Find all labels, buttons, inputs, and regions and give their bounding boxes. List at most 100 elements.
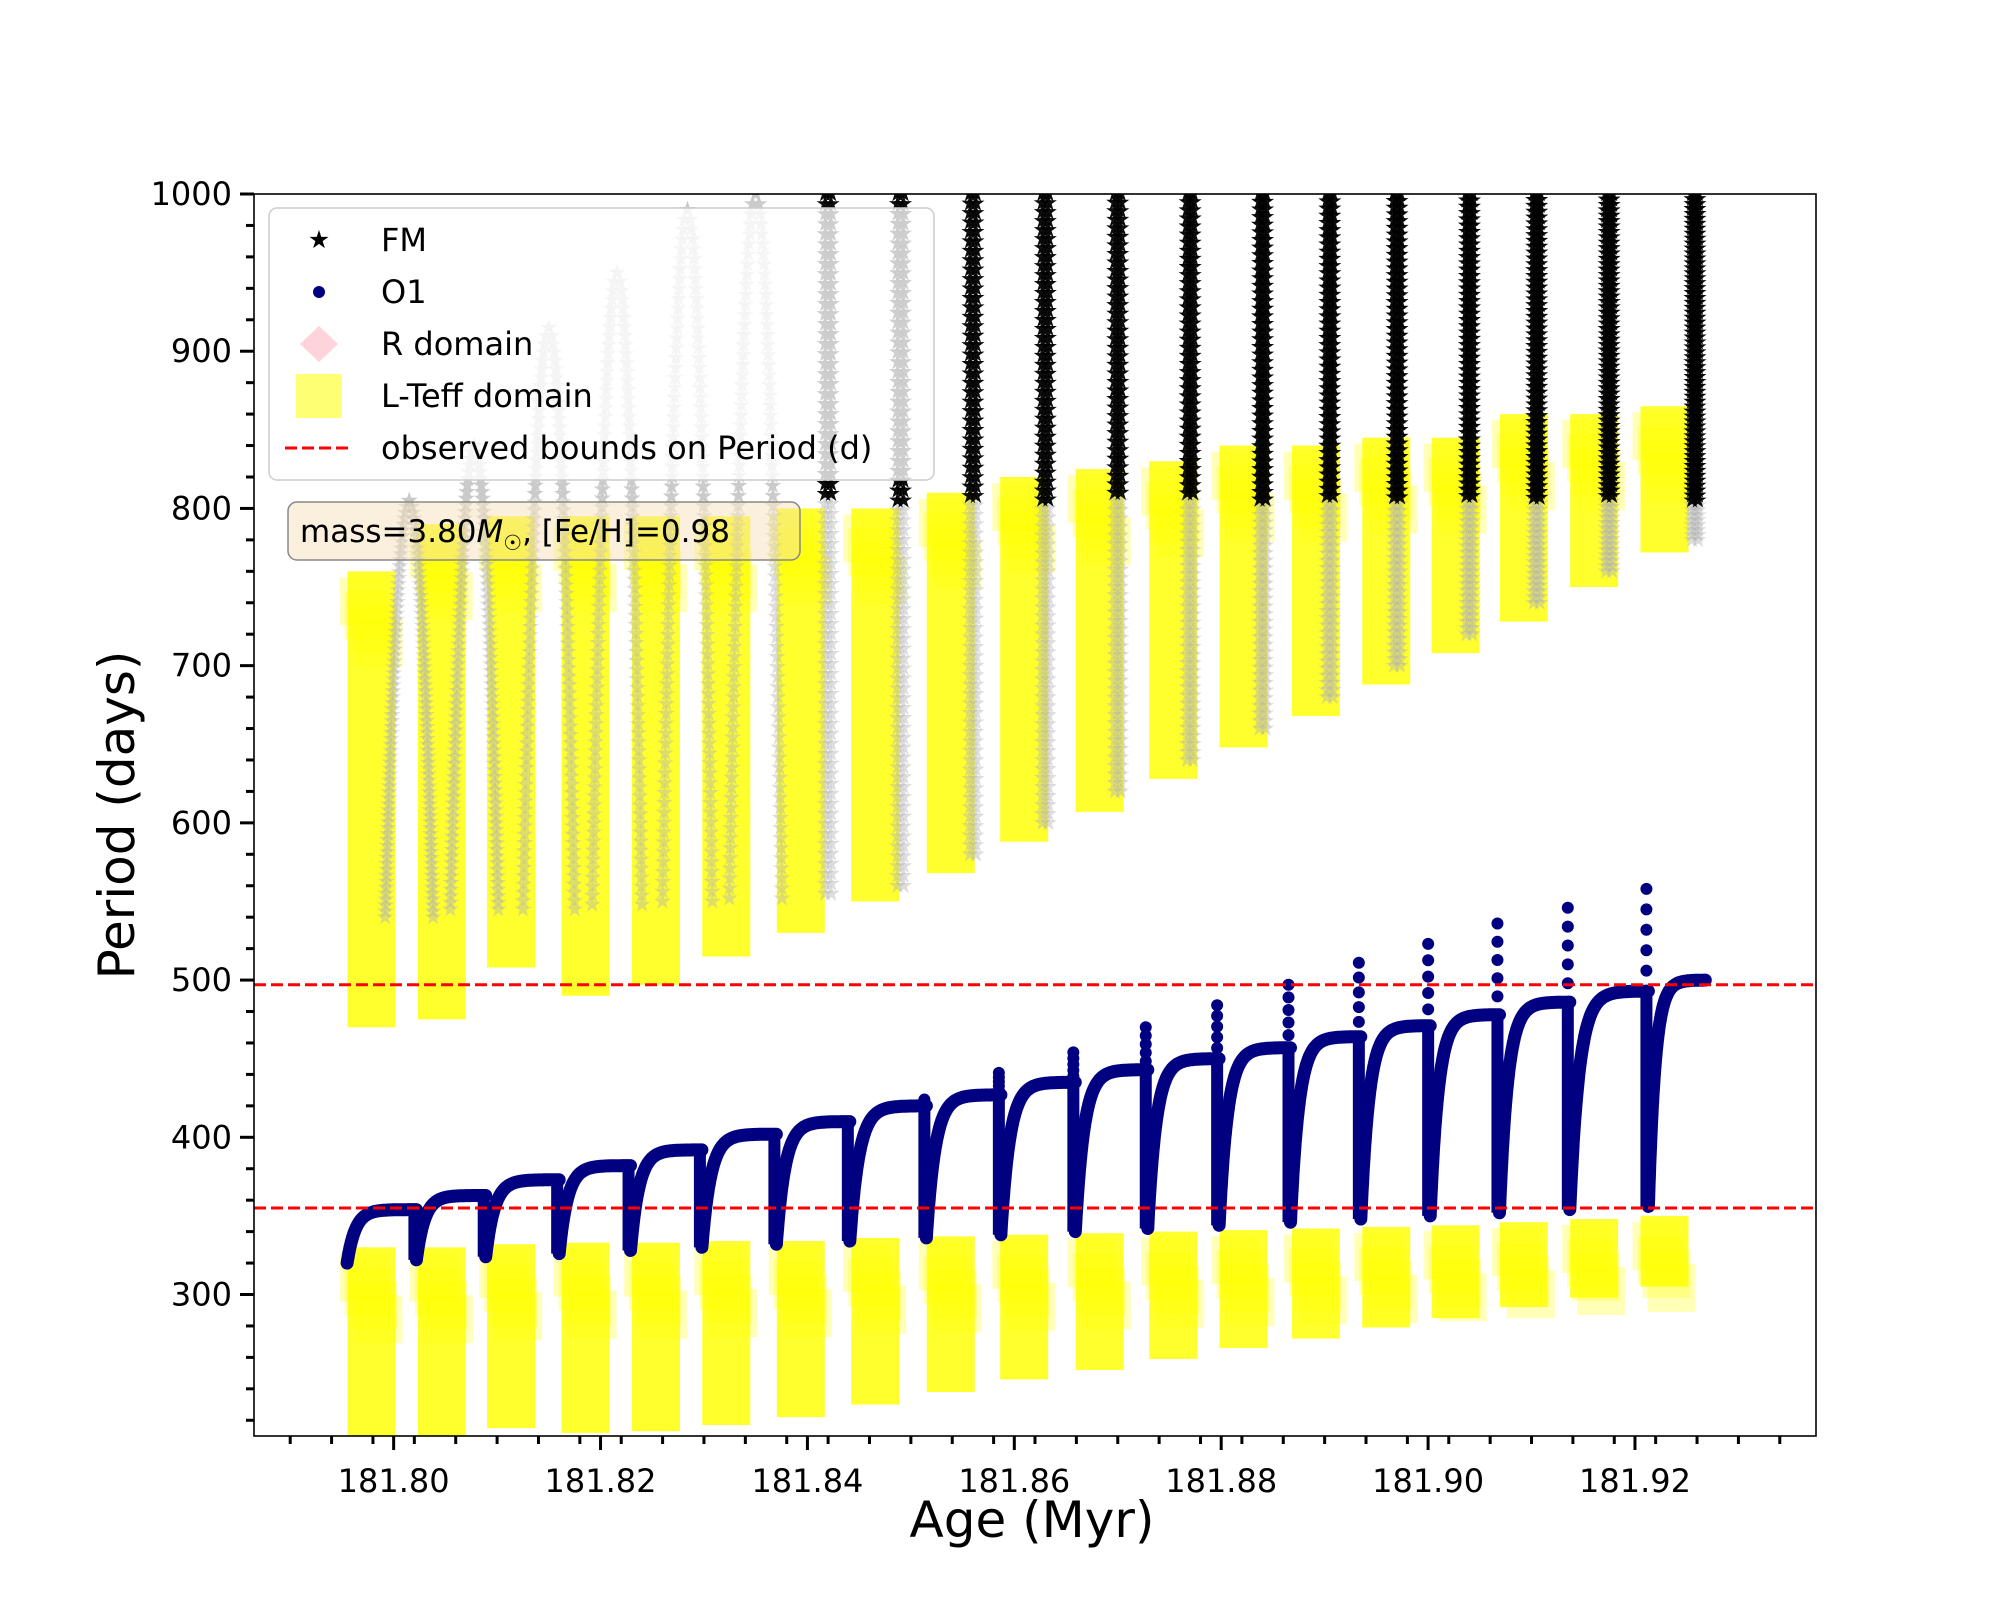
- legend-label-fm: FM: [381, 221, 427, 259]
- l-teff-domain-upper-18: [1632, 406, 1696, 553]
- l-teff-domain-square: [1642, 1249, 1691, 1298]
- l-teff-domain-column: [1640, 406, 1689, 553]
- fm-pulse-18: [1683, 194, 1707, 548]
- o1-track: [1141, 1052, 1226, 1235]
- y-tick-label: 400: [171, 1118, 232, 1156]
- l-teff-domain-square: [918, 1242, 967, 1291]
- l-teff-domain-square: [1647, 1263, 1696, 1312]
- legend-entry-fm: FM: [309, 221, 427, 259]
- l-teff-domain-square: [1364, 1260, 1413, 1309]
- o1-point: [1422, 937, 1435, 950]
- l-teff-domain-column: [926, 1236, 975, 1392]
- o1-point: [1139, 1063, 1152, 1076]
- l-teff-domain-square: [992, 1240, 1041, 1289]
- l-teff-domain-square: [997, 1254, 1046, 1303]
- l-teff-domain-column: [1149, 1231, 1198, 1359]
- l-teff-domain-square: [709, 1289, 758, 1338]
- l-teff-domain-square: [568, 1290, 617, 1339]
- o1-point: [1352, 1015, 1365, 1028]
- y-axis-title: Period (days): [88, 651, 146, 980]
- o1-point: [1139, 1055, 1152, 1068]
- l-teff-domain-square: [1491, 1228, 1540, 1277]
- l-teff-domain-lower-14: [1354, 1226, 1418, 1328]
- o1-point: [1422, 1019, 1435, 1032]
- l-teff-domain-square: [1567, 1239, 1616, 1288]
- l-teff-domain-square: [1562, 1225, 1611, 1274]
- l-teff-domain-square: [843, 1243, 892, 1292]
- annotation-symbol: M: [477, 514, 504, 550]
- y-tick-label: 500: [171, 961, 232, 999]
- l-teff-domain-square: [1151, 1265, 1200, 1314]
- o1-point: [1211, 1052, 1224, 1065]
- o1-pulse-14: [1354, 937, 1437, 1226]
- l-teff-domain-square: [1226, 1278, 1275, 1327]
- l-teff-domain-column: [851, 1237, 900, 1405]
- l-teff-domain-square: [484, 1264, 533, 1313]
- l-teff-domain-square: [699, 1261, 748, 1310]
- o1-pulse-16: [1493, 901, 1577, 1220]
- l-teff-domain-lower-6: [768, 1241, 832, 1418]
- o1-point: [1282, 991, 1295, 1004]
- l-teff-domain-column: [1431, 1225, 1480, 1319]
- l-teff-domain-column: [1075, 1233, 1124, 1370]
- o1-point: [1561, 977, 1574, 990]
- legend-entry-r-domain: R domain: [300, 325, 533, 363]
- l-teff-domain-square: [694, 1247, 743, 1296]
- l-teff-domain-square: [1002, 1268, 1051, 1317]
- o1-track: [409, 1189, 493, 1267]
- o1-track: [1068, 1063, 1155, 1239]
- legend-label-observed-bounds: observed bounds on Period (d): [381, 429, 872, 467]
- l-teff-domain-column: [702, 1241, 751, 1425]
- observed-bounds-layer: [254, 983, 1816, 1210]
- l-teff-domain-lower-12: [1211, 1230, 1275, 1348]
- l-teff-domain-square: [853, 542, 902, 591]
- l-teff-domain-square: [1438, 1273, 1487, 1322]
- o1-point: [1211, 1041, 1224, 1054]
- x-tick-label: 181.86: [958, 1462, 1070, 1500]
- legend-entry-observed-bounds: observed bounds on Period (d): [285, 429, 872, 467]
- l-teff-domain-square: [704, 1275, 753, 1324]
- l-teff-domain-square: [768, 1247, 817, 1296]
- o1-point: [1491, 935, 1504, 948]
- l-teff-domain-square: [1642, 440, 1691, 489]
- l-teff-domain-square: [853, 1271, 902, 1320]
- o1-point: [1352, 1001, 1365, 1014]
- l-teff-domain-square: [1433, 1259, 1482, 1308]
- l-teff-domain-square: [1293, 1262, 1342, 1311]
- l-teff-domain-square: [1359, 1246, 1408, 1295]
- l-teff-domain-square: [638, 564, 687, 613]
- l-teff-domain-square: [773, 1261, 822, 1310]
- o1-pulse-7: [843, 1093, 933, 1248]
- o1-point: [1211, 1020, 1224, 1033]
- o1-point: [1491, 953, 1504, 966]
- annotation-text: mass=3.80M☉, [Fe/H]=0.98: [300, 514, 730, 555]
- l-teff-domain-square: [1637, 426, 1686, 475]
- o1-pulse-11: [1141, 999, 1226, 1235]
- o1-point: [1491, 1008, 1504, 1021]
- l-teff-domain-square: [1146, 1251, 1195, 1300]
- o1-point: [1352, 956, 1365, 969]
- x-tick-label: 181.80: [338, 1462, 450, 1500]
- o1-pulse-15: [1423, 917, 1506, 1223]
- legend-diamond-icon: [300, 326, 338, 362]
- o1-pulse-13: [1284, 956, 1368, 1229]
- l-teff-domain-square: [1216, 1250, 1265, 1299]
- o1-pulse-18: [1641, 973, 1712, 1213]
- l-teff-domain-square: [489, 1278, 538, 1327]
- annotation-suffix: , [Fe/H]=0.98: [522, 514, 730, 550]
- o1-point: [1561, 901, 1574, 914]
- o1-pulse-5: [695, 1127, 783, 1254]
- l-teff-domain-column: [1000, 1234, 1049, 1380]
- l-teff-domain-square: [633, 1276, 682, 1325]
- y-tick-label: 900: [171, 332, 232, 370]
- plot-area: [254, 194, 1816, 1436]
- x-axis: 181.80 181.82 181.84 181.86 181.88 181.90 181.…: [288, 1436, 1782, 1500]
- annotation-prefix: mass=3.80: [300, 514, 477, 550]
- o1-point: [992, 1066, 1005, 1079]
- l-teff-domain-lower-2: [479, 1244, 543, 1429]
- l-teff-domain-square: [1577, 1267, 1626, 1316]
- l-teff-domain-lower-11: [1141, 1231, 1205, 1359]
- x-tick-label: 181.82: [545, 1462, 657, 1500]
- o1-pulse-3: [552, 1159, 637, 1261]
- l-teff-domain-square: [858, 1285, 907, 1334]
